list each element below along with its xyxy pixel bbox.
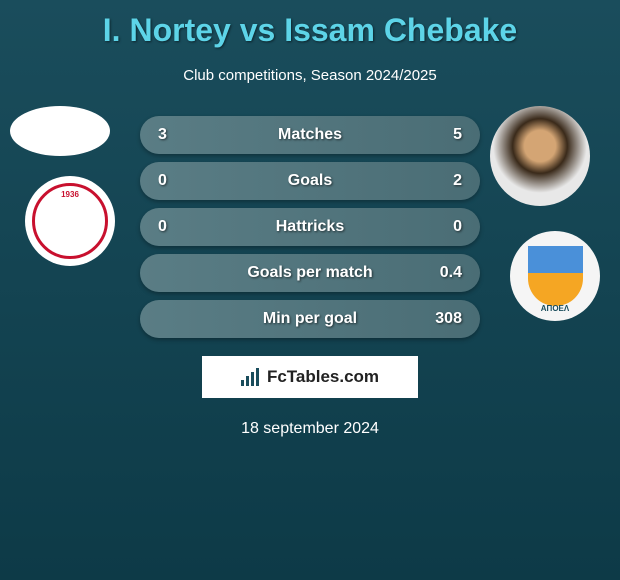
stat-value-right: 5 xyxy=(432,126,462,144)
stat-label: Matches xyxy=(278,126,342,144)
stats-container: 3 Matches 5 0 Goals 2 0 Hattricks 0 Goal… xyxy=(140,116,480,338)
stat-value-left: 0 xyxy=(158,218,188,236)
chart-icon xyxy=(241,368,261,386)
stat-value-left: 0 xyxy=(158,172,188,190)
comparison-area: 3 Matches 5 0 Goals 2 0 Hattricks 0 Goal… xyxy=(0,116,620,438)
stat-row: 3 Matches 5 xyxy=(140,116,480,154)
stat-value-left: 3 xyxy=(158,126,188,144)
stat-row: Min per goal 308 xyxy=(140,300,480,338)
stat-label: Min per goal xyxy=(263,310,357,328)
player-right-avatar xyxy=(490,106,590,206)
player-left-avatar xyxy=(10,106,110,156)
brand-box: FcTables.com xyxy=(202,356,418,398)
stat-value-right: 0.4 xyxy=(432,264,462,282)
stat-row: 0 Hattricks 0 xyxy=(140,208,480,246)
stat-label: Goals per match xyxy=(247,264,372,282)
page-subtitle: Club competitions, Season 2024/2025 xyxy=(0,67,620,84)
stat-label: Hattricks xyxy=(276,218,344,236)
stat-value-right: 308 xyxy=(432,310,462,328)
stat-value-right: 2 xyxy=(432,172,462,190)
stat-label: Goals xyxy=(288,172,332,190)
date-text: 18 september 2024 xyxy=(0,420,620,438)
page-title: I. Nortey vs Issam Chebake xyxy=(0,0,620,49)
stat-row: 0 Goals 2 xyxy=(140,162,480,200)
stat-row: Goals per match 0.4 xyxy=(140,254,480,292)
stat-value-right: 0 xyxy=(432,218,462,236)
brand-text: FcTables.com xyxy=(267,367,379,387)
team-left-badge xyxy=(25,176,115,266)
team-right-badge xyxy=(510,231,600,321)
